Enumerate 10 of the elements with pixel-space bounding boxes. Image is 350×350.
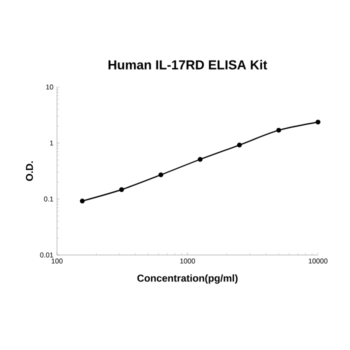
point	[237, 142, 242, 148]
point	[80, 198, 85, 204]
point	[316, 120, 320, 125]
point	[198, 156, 203, 162]
point	[276, 128, 282, 133]
y-axis-title: O.D.	[26, 161, 33, 181]
chart-title: Human IL-17RD ELISA Kit	[108, 60, 268, 70]
point	[119, 187, 124, 192]
x-axis-title: Concentration(pg/ml)	[137, 274, 238, 284]
point	[158, 172, 164, 178]
